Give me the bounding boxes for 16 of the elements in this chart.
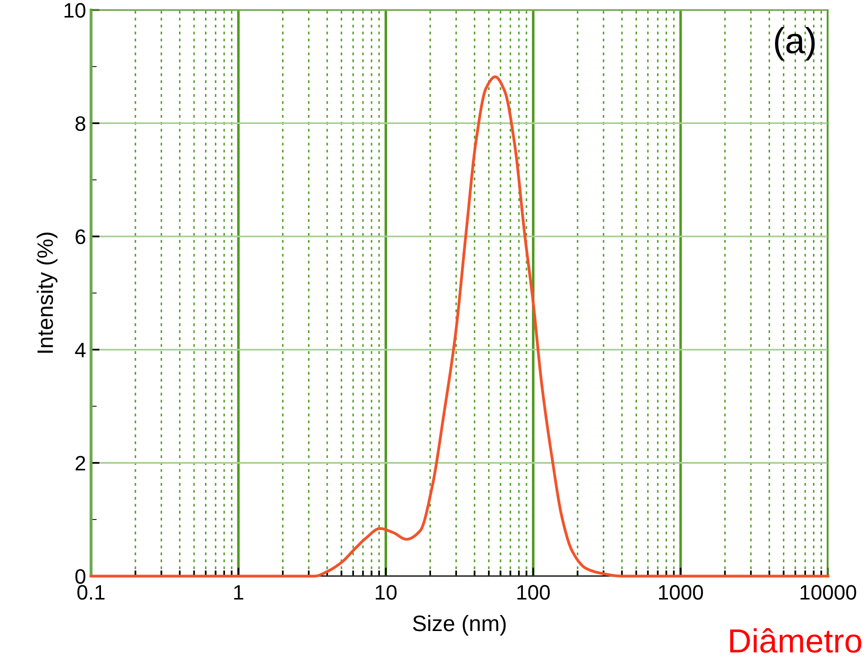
y-tick-label: 0 — [75, 569, 86, 584]
x-tick-label: 10 — [376, 584, 397, 600]
x-tick-label: 0.1 — [77, 584, 104, 600]
x-tick-label: 10000 — [800, 584, 856, 600]
y-tick-label: 10 — [64, 2, 86, 18]
y-tick-label: 2 — [76, 456, 86, 470]
y-tick-label: 6 — [76, 229, 86, 244]
y-tick-label: 4 — [75, 342, 86, 358]
x-tick-label: 1000 — [659, 584, 703, 600]
y-axis-title: Intensity (%) — [36, 232, 58, 353]
x-tick-label: 100 — [517, 584, 550, 600]
text: Diâmetro — [730, 628, 862, 653]
x-axis-title: Size (nm) — [412, 614, 506, 636]
annotation: (a) — [775, 26, 815, 61]
y-tick-label: 8 — [75, 116, 86, 131]
x-tick-label: 1 — [234, 585, 244, 600]
